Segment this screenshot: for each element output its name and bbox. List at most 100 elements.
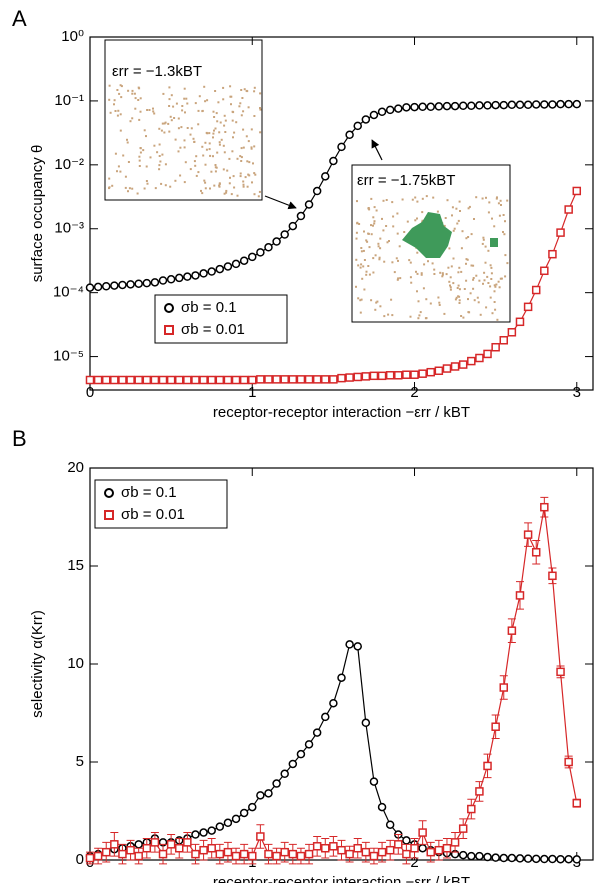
marker [491,853,500,862]
inset-dot [179,174,182,177]
inset-dot [360,247,363,249]
inset-dot [465,279,468,282]
inset-dot [447,266,450,269]
inset-dot [446,199,449,202]
inset-dot [253,145,256,148]
inset-dot [472,264,475,267]
panel-letter: B [12,426,27,451]
inset-dot [500,204,502,206]
inset-dot [242,185,245,188]
inset-dot [161,153,164,156]
marker [353,372,362,382]
inset-dot [438,301,441,304]
marker [183,838,192,847]
marker [402,849,411,859]
marker [256,832,265,841]
inset-dot [485,196,487,199]
inset-dot [360,298,363,301]
inset-dot [470,233,473,236]
inset-dot [253,115,256,117]
inset-dot [214,164,217,166]
marker [272,851,281,861]
inset-dot [222,144,225,147]
inset-dot [436,210,439,213]
inset-dot [145,165,148,168]
inset-dot [439,271,442,274]
marker [142,278,152,288]
inset-dot [437,296,440,299]
inset-dot [183,146,186,149]
inset-dot [245,89,248,92]
inset-dot [496,196,498,199]
inset-dot [401,198,404,201]
inset-dot [448,280,451,283]
inset-dot [486,275,489,278]
marker [191,830,200,839]
marker [531,100,541,109]
inset-dot [461,230,464,233]
inset-dot [488,201,491,204]
marker [548,571,557,581]
marker [231,259,241,269]
inset-dot [458,288,461,291]
marker [207,843,216,853]
y-tick-label: 5 [76,753,84,770]
inset-dot [360,250,363,253]
inset-dot [457,295,460,298]
inset-dot [113,99,116,102]
marker [337,142,346,152]
inset-dot [204,181,207,184]
marker [110,840,119,849]
inset-dot [133,92,136,95]
marker [434,366,444,376]
inset-dot [189,133,192,136]
inset-dot [202,154,205,157]
inset-dot [161,122,164,125]
inset-dot [500,277,503,280]
marker [215,822,225,831]
inset-dot [478,279,481,282]
inset-dot [231,110,234,113]
marker [191,375,200,385]
inset-dot [481,242,484,245]
inset-dot [257,195,260,198]
marker [499,683,509,692]
inset-dot [390,298,393,301]
inset-dot [419,311,422,314]
inset-dot [457,271,460,274]
marker [426,847,435,857]
inset-dot [489,296,492,299]
inset-dot [358,223,361,225]
inset-dot [201,145,204,148]
inset-dot [230,95,233,98]
inset-dot [456,287,459,289]
inset-dot [239,172,242,175]
x-tick-label: 2 [410,384,418,401]
marker [450,362,460,371]
inset-dot [423,263,426,266]
inset-dot [396,232,399,235]
inset-dot [250,128,253,131]
inset-label: εrr = −1.3kBT [112,63,202,80]
inset-dot [475,274,478,277]
legend-marker [104,510,114,520]
marker [321,843,330,853]
inset-dot [499,277,502,280]
inset-dot [195,155,198,158]
inset-dot [222,86,225,89]
marker [239,375,249,385]
inset-dot [377,245,380,248]
inset-dot [473,299,476,302]
inset-dot [490,272,493,275]
inset-dot [138,155,141,158]
inset-dot [416,272,419,275]
inset-dot [472,287,475,290]
inset-dot [393,271,396,274]
inset-dot [411,198,414,201]
inset-dot [355,231,358,234]
inset-dot [357,264,360,267]
inset-dot [457,284,460,287]
inset-dot [479,313,482,316]
inset-dot [158,168,161,171]
marker [174,273,184,283]
